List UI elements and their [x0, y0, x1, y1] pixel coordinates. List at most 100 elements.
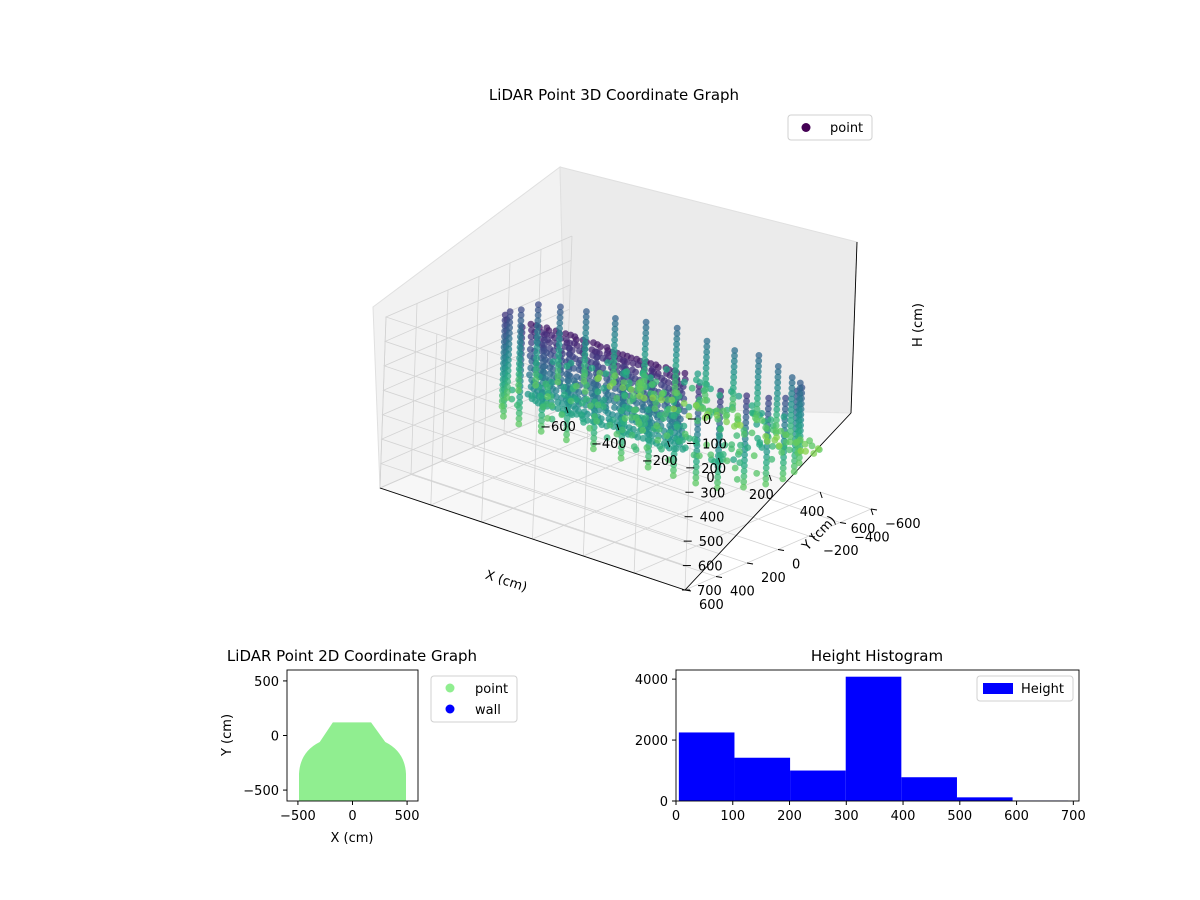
legend-histogram: Height	[976, 675, 1074, 702]
point-3d	[681, 378, 688, 386]
point-3d	[693, 458, 700, 465]
point-3d	[533, 360, 540, 368]
point-3d	[554, 362, 562, 370]
point-3d	[672, 351, 680, 359]
point-3d	[701, 396, 709, 404]
point-3d	[618, 444, 625, 451]
point-3d	[788, 390, 796, 398]
point-3d	[694, 409, 702, 417]
point-3d	[654, 436, 662, 444]
point-3d	[672, 373, 679, 380]
point-3d	[692, 474, 700, 482]
point-3d	[534, 322, 542, 330]
point-3d	[676, 438, 683, 445]
y-tick-label-3d: −400	[854, 531, 890, 546]
z-tick-label-3d: 0	[703, 413, 711, 428]
point-3d	[762, 469, 770, 477]
point-3d	[703, 441, 710, 449]
point-3d	[671, 378, 679, 386]
point-3d	[642, 334, 649, 342]
point-3d	[688, 384, 696, 392]
histogram-bar	[956, 797, 1013, 801]
point-3d	[733, 432, 741, 439]
point-3d	[566, 345, 573, 352]
point-3d	[528, 326, 535, 334]
x-tick-mark-3d	[718, 457, 721, 465]
point-3d	[729, 384, 737, 392]
point-3d	[796, 401, 803, 408]
point-3d	[763, 448, 771, 456]
point-3d	[692, 479, 700, 487]
point-3d	[621, 414, 629, 422]
point-3d	[693, 401, 700, 409]
x-axis-label-2d: X (cm)	[331, 831, 374, 846]
point-3d	[538, 411, 546, 419]
point-3d	[641, 351, 649, 358]
point-3d	[758, 416, 766, 424]
point-3d	[692, 463, 700, 471]
y-tick-mark-3d	[808, 535, 816, 538]
legend-label-height: Height	[1021, 682, 1064, 697]
point-3d	[762, 424, 770, 432]
point-3d	[610, 347, 618, 354]
y-tick-mark-3d	[777, 549, 785, 551]
point-3d	[506, 313, 514, 321]
point-3d	[533, 333, 541, 341]
point-3d	[554, 373, 562, 381]
point-3d	[737, 441, 744, 449]
y-axis-line	[684, 412, 852, 591]
point-3d	[681, 369, 689, 377]
point-3d	[533, 338, 541, 346]
point-3d	[754, 395, 761, 402]
point-3d	[616, 355, 623, 363]
histogram-bar	[901, 777, 957, 801]
point-3d	[625, 405, 633, 412]
y-tick-mark-3d	[715, 576, 723, 578]
point-3d	[621, 392, 629, 400]
point-3d	[640, 372, 648, 380]
point-3d	[796, 390, 804, 398]
point-3d	[517, 322, 525, 330]
point-3d	[730, 368, 738, 376]
point-3d	[653, 373, 661, 381]
y-tick-label-hist: 2000	[635, 734, 668, 749]
point-3d	[590, 434, 598, 442]
point-3d	[796, 436, 804, 444]
point-3d	[774, 384, 781, 392]
point-3d	[565, 372, 573, 379]
point-3d	[568, 411, 576, 419]
point-3d	[515, 381, 523, 389]
legend-3d: point	[787, 114, 873, 141]
point-3d	[613, 394, 621, 402]
point-3d	[713, 411, 721, 419]
point-3d	[670, 445, 678, 453]
point-3d	[526, 371, 533, 379]
point-3d	[582, 313, 590, 321]
z-tick-label-3d: 300	[700, 486, 725, 501]
point-3d	[762, 475, 770, 483]
point-3d	[599, 354, 607, 362]
point-3d	[610, 352, 618, 360]
point-3d	[680, 422, 688, 430]
point-3d	[630, 443, 638, 450]
point-3d	[506, 329, 513, 337]
x-tick-label-hist: 700	[1061, 809, 1086, 824]
point-3d	[682, 444, 689, 452]
y-tick-label-2d: 500	[254, 675, 279, 690]
point-3d	[505, 340, 513, 348]
point-3d	[600, 403, 607, 410]
point-3d	[504, 372, 512, 380]
point-3d	[541, 336, 548, 344]
z-tick-label-3d: 400	[700, 511, 725, 526]
point-3d	[563, 420, 571, 428]
point-3d	[736, 448, 743, 455]
point-3d	[773, 395, 781, 402]
point-3d	[639, 406, 647, 414]
point-3d	[606, 421, 614, 429]
point-3d	[565, 377, 572, 385]
point-3d	[563, 425, 571, 433]
point-3d	[610, 363, 618, 371]
point-3d	[644, 406, 652, 414]
point-3d	[642, 340, 649, 348]
point-3d	[754, 368, 762, 375]
